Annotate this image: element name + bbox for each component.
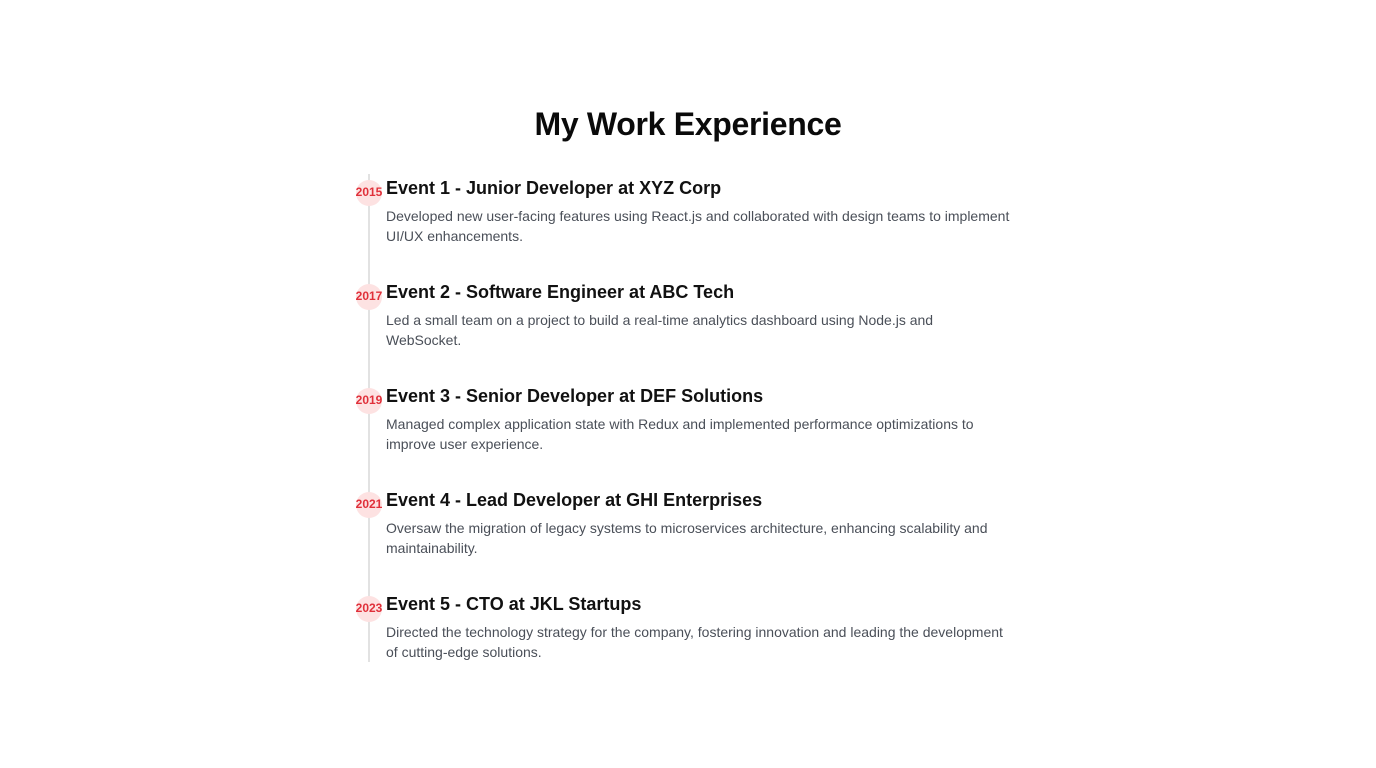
timeline-event: 2021 Event 4 - Lead Developer at GHI Ent…: [356, 486, 1008, 576]
timeline-event: 2023 Event 5 - CTO at JKL Startups Direc…: [356, 590, 1008, 680]
event-title: Event 1 - Junior Developer at XYZ Corp: [386, 178, 722, 198]
event-description: Led a small team on a project to build a…: [386, 312, 934, 348]
timeline-line: [368, 174, 370, 662]
year-marker-dot: [356, 180, 382, 206]
event-description: Oversaw the migration of legacy systems …: [386, 520, 988, 556]
event-year: 2019: [355, 393, 383, 407]
timeline: 2015 Event 1 - Junior Developer at XYZ C…: [356, 174, 1010, 662]
year-marker-dot: [356, 284, 382, 310]
event-year: 2015: [355, 185, 383, 199]
event-year: 2023: [355, 601, 383, 615]
year-marker-dot: [356, 388, 382, 414]
event-year: 2021: [355, 497, 383, 511]
event-title: Event 5 - CTO at JKL Startups: [386, 594, 642, 614]
page-title: My Work Experience: [534, 106, 842, 142]
event-title: Event 2 - Software Engineer at ABC Tech: [386, 282, 735, 302]
event-title: Event 3 - Senior Developer at DEF Soluti…: [386, 386, 764, 406]
year-marker-dot: [356, 596, 382, 622]
timeline-event: 2015 Event 1 - Junior Developer at XYZ C…: [356, 174, 1010, 264]
timeline-event: 2017 Event 2 - Software Engineer at ABC …: [356, 278, 1008, 368]
event-description: Developed new user-facing features using…: [386, 208, 1010, 244]
year-marker-dot: [356, 492, 382, 518]
event-year: 2017: [355, 289, 383, 303]
event-title: Event 4 - Lead Developer at GHI Enterpri…: [386, 490, 763, 510]
timeline-event: 2019 Event 3 - Senior Developer at DEF S…: [356, 382, 1008, 472]
event-description: Directed the technology strategy for the…: [386, 624, 1003, 660]
event-description: Managed complex application state with R…: [386, 416, 974, 452]
